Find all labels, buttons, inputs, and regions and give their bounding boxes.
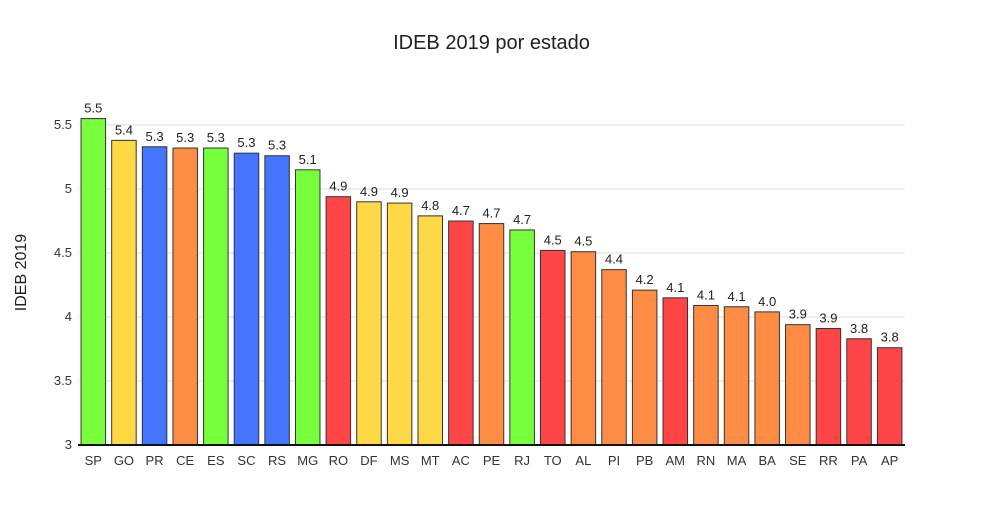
x-tick-label: BA	[758, 453, 776, 468]
y-tick-label: 4	[65, 309, 72, 324]
data-label: 5.3	[146, 129, 164, 144]
x-tick-label: MG	[297, 453, 318, 468]
data-label: 4.2	[636, 272, 654, 287]
bar	[141, 146, 168, 446]
x-tick-label: PB	[636, 453, 653, 468]
data-label: 4.5	[574, 234, 592, 249]
data-label: 4.7	[482, 206, 500, 221]
x-tick-label: SE	[789, 453, 807, 468]
bar	[386, 202, 413, 446]
data-label: 4.7	[452, 203, 470, 218]
data-label: 4.1	[727, 289, 745, 304]
bar	[846, 338, 872, 446]
data-label: 3.8	[850, 321, 868, 336]
data-label: 5.5	[84, 101, 102, 116]
data-label: 4.0	[758, 294, 776, 309]
x-tick-label: PA	[851, 453, 868, 468]
data-label: 3.8	[881, 330, 899, 345]
y-tick-label: 5.5	[54, 117, 72, 132]
x-tick-label: RJ	[514, 453, 530, 468]
data-label: 4.5	[544, 232, 562, 247]
data-label: 3.9	[819, 311, 837, 326]
y-tick-label: 4.5	[54, 245, 72, 260]
x-tick-label: RR	[819, 453, 838, 468]
data-label: 5.1	[299, 152, 317, 167]
bar	[448, 220, 474, 446]
data-label: 4.9	[391, 185, 409, 200]
x-tick-label: CE	[176, 453, 194, 468]
bar	[80, 118, 107, 446]
bar	[203, 147, 229, 446]
data-label: 4.9	[360, 184, 378, 199]
bar	[264, 155, 290, 446]
bar	[509, 229, 535, 446]
x-tick-label: AP	[881, 453, 898, 468]
y-tick-label: 3	[65, 437, 72, 452]
bar	[815, 328, 842, 446]
x-tick-label: MA	[727, 453, 747, 468]
data-label: 4.8	[421, 198, 439, 213]
y-tick-label: 5	[65, 181, 72, 196]
data-label: 5.3	[237, 135, 255, 150]
y-axis-label: IDEB 2019	[13, 234, 30, 311]
data-label: 5.3	[268, 138, 286, 153]
data-label: 5.3	[176, 130, 194, 145]
bar	[693, 304, 719, 446]
x-tick-label: PI	[608, 453, 620, 468]
data-label: 4.1	[666, 280, 684, 295]
data-label: 5.4	[115, 122, 133, 137]
x-tick-label: GO	[114, 453, 134, 468]
x-tick-label: RN	[697, 453, 716, 468]
x-tick-label: AC	[452, 453, 470, 468]
x-tick-label: SP	[85, 453, 102, 468]
data-label: 4.9	[329, 179, 347, 194]
x-tick-label: MT	[421, 453, 440, 468]
x-tick-label: RS	[268, 453, 286, 468]
x-tick-label: PE	[483, 453, 501, 468]
y-tick-label: 3.5	[54, 373, 72, 388]
x-tick-label: AM	[666, 453, 686, 468]
bar	[294, 169, 321, 446]
data-label: 5.3	[207, 130, 225, 145]
data-label: 3.9	[789, 307, 807, 322]
bar	[601, 269, 627, 446]
bar	[876, 347, 903, 446]
bar	[478, 223, 505, 446]
x-tick-label: AL	[575, 453, 591, 468]
bar	[356, 201, 382, 446]
bar	[723, 306, 750, 446]
x-tick-label: DF	[360, 453, 377, 468]
bar	[662, 297, 689, 446]
bar	[417, 215, 443, 446]
bar	[785, 324, 811, 446]
bar	[570, 251, 597, 446]
data-label: 4.1	[697, 287, 715, 302]
x-tick-label: TO	[544, 453, 562, 468]
bar	[631, 289, 658, 446]
x-tick-label: SC	[237, 453, 255, 468]
bar	[172, 147, 198, 446]
data-label: 4.7	[513, 212, 531, 227]
x-tick-label: ES	[207, 453, 225, 468]
x-tick-label: RO	[329, 453, 349, 468]
bar	[233, 152, 260, 446]
x-tick-label: MS	[390, 453, 410, 468]
bar	[754, 311, 780, 446]
bar	[325, 196, 352, 446]
bar	[111, 139, 137, 446]
x-tick-label: PR	[146, 453, 164, 468]
chart-title: IDEB 2019 por estado	[393, 32, 590, 54]
data-label: 4.4	[605, 252, 623, 267]
bar	[540, 249, 566, 446]
